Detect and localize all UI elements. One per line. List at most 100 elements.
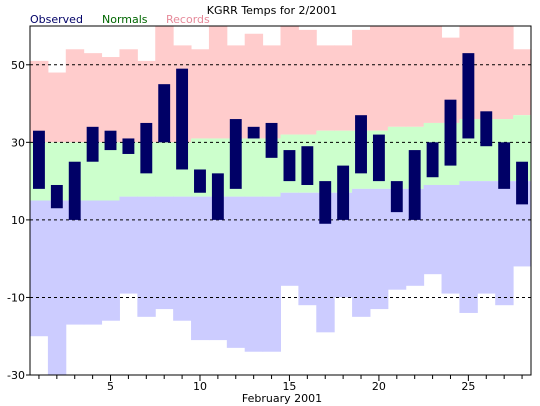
observed-bar (247, 126, 260, 139)
legend-records: Records (166, 13, 210, 26)
record-low-band (208, 196, 228, 341)
observed-bar (462, 53, 475, 139)
record-low-band (65, 200, 85, 325)
x-tick-label: 5 (107, 380, 114, 393)
plot-area: -30 -10 10 30 50 5 10 15 20 25 (7, 25, 532, 393)
observed-bar (265, 122, 278, 158)
y-tick-label: 50 (11, 59, 25, 72)
observed-bar (176, 68, 189, 170)
record-low-band (83, 200, 103, 325)
record-high-band (65, 49, 85, 143)
y-tick-label: 10 (11, 214, 25, 227)
observed-bar (516, 161, 528, 205)
observed-bar (122, 138, 135, 154)
record-high-band (513, 49, 532, 116)
record-high-band (262, 45, 281, 139)
observed-bar (140, 122, 153, 174)
record-high-band (208, 26, 228, 139)
observed-bar (158, 84, 171, 143)
record-low-band (47, 200, 67, 375)
observed-bar (355, 115, 367, 174)
record-low-band (262, 196, 281, 352)
observed-bar (426, 142, 439, 178)
record-high-band (226, 45, 246, 139)
observed-bar (86, 126, 99, 162)
record-low-band (173, 196, 192, 321)
record-high-band (137, 60, 156, 143)
normal-band (387, 126, 407, 189)
normal-band (119, 142, 138, 197)
legend-observed: Observed (30, 13, 83, 26)
record-low-band (244, 196, 264, 352)
y-tick-label: -10 (7, 291, 25, 304)
observed-bar (390, 181, 403, 213)
observed-bar (319, 181, 332, 224)
record-high-band (83, 53, 103, 143)
record-high-band (369, 26, 389, 131)
record-high-band (495, 26, 514, 120)
normal-band (155, 142, 174, 197)
y-tick-label: 30 (11, 136, 25, 149)
record-low-band (369, 188, 389, 310)
record-high-band (334, 45, 353, 131)
chart-title: KGRR Temps for 2/2001 (207, 4, 337, 17)
record-low-band (477, 181, 496, 294)
record-high-band (316, 45, 335, 131)
observed-bar (194, 169, 206, 193)
observed-bar (211, 173, 224, 220)
y-tick-label: -30 (7, 369, 25, 382)
observed-bar (283, 150, 296, 182)
observed-bar (498, 142, 511, 189)
observed-bar (50, 184, 63, 209)
observed-bar (408, 150, 421, 220)
normal-band (244, 138, 264, 197)
record-low-band (30, 200, 49, 337)
record-low-band (423, 184, 443, 275)
record-low-band (387, 188, 407, 290)
record-low-band (352, 188, 371, 317)
record-high-band (477, 26, 496, 120)
observed-bar (68, 161, 81, 220)
observed-bar (337, 165, 350, 220)
record-high-band (191, 49, 210, 139)
record-low-band (101, 200, 120, 321)
normal-band (316, 130, 335, 193)
observed-bar (372, 134, 385, 182)
record-high-band (280, 26, 299, 135)
x-axis-title: February 2001 (242, 392, 322, 405)
observed-bar (104, 130, 117, 151)
plot-border (29, 25, 532, 376)
record-low-band (137, 196, 156, 317)
record-high-band (119, 49, 138, 143)
record-high-band (101, 57, 120, 143)
record-high-band (387, 26, 407, 127)
record-low-band (459, 181, 478, 313)
record-low-band (441, 184, 460, 294)
observed-bar (480, 111, 493, 147)
legend-normals: Normals (102, 13, 148, 26)
normal-band (101, 142, 120, 201)
record-high-band (244, 33, 264, 139)
observed-bar (301, 146, 314, 185)
record-low-band (280, 192, 299, 286)
record-low-band (495, 181, 514, 306)
record-high-band (298, 29, 317, 135)
record-high-band (47, 72, 67, 143)
observed-bar (33, 130, 45, 189)
record-low-band (119, 196, 138, 294)
observed-bar (444, 99, 457, 166)
observed-bar (229, 119, 242, 189)
x-tick-label: 10 (193, 380, 207, 393)
x-tick-label: 25 (461, 380, 475, 393)
record-low-band (298, 192, 317, 306)
record-high-band (352, 29, 371, 131)
record-high-band (423, 26, 443, 123)
record-low-band (155, 196, 174, 310)
record-low-band (226, 196, 246, 348)
x-tick-label: 15 (282, 380, 296, 393)
x-tick-label: 20 (372, 380, 386, 393)
record-high-band (30, 60, 49, 143)
record-high-band (405, 26, 425, 127)
record-low-band (191, 196, 210, 341)
